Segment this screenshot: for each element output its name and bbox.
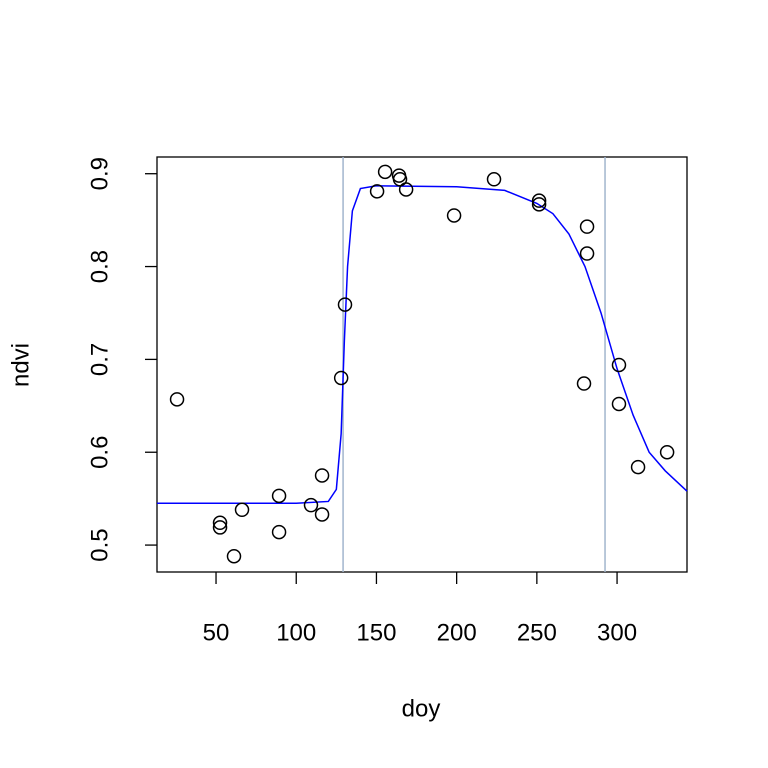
point (579, 246, 595, 261)
point (333, 370, 349, 386)
point (659, 444, 675, 460)
x-tick-label: 150 (356, 619, 396, 646)
y-tick-label: 0.9 (86, 157, 113, 190)
point (314, 468, 330, 483)
point (271, 524, 287, 540)
y-tick-label: 0.5 (86, 528, 113, 561)
point (369, 184, 385, 199)
x-tick-label: 200 (437, 619, 477, 646)
point (611, 357, 627, 373)
x-axis-label: doy (402, 695, 441, 722)
y-axis-label: ndvi (7, 343, 34, 387)
point (169, 392, 185, 407)
point (531, 197, 547, 212)
point (234, 502, 250, 518)
fit-line (157, 185, 688, 505)
y-tick-label: 0.8 (86, 250, 113, 283)
x-tick-label: 250 (517, 619, 557, 646)
point (611, 396, 627, 412)
point (377, 164, 393, 180)
point (303, 497, 319, 513)
point (576, 376, 592, 391)
point (226, 548, 242, 564)
x-tick-label: 100 (276, 619, 316, 646)
x-tick-label: 50 (203, 619, 230, 646)
point (212, 520, 228, 535)
point (486, 172, 502, 187)
point (398, 182, 414, 197)
point (212, 515, 228, 531)
point (446, 208, 462, 223)
x-tick-label: 300 (597, 619, 637, 646)
y-tick-label: 0.6 (86, 436, 113, 469)
point (579, 219, 595, 234)
point (337, 297, 353, 312)
point (314, 507, 330, 522)
point (531, 193, 547, 208)
y-tick-label: 0.7 (86, 343, 113, 376)
plot-box (156, 156, 688, 573)
point (271, 488, 287, 504)
point (630, 459, 646, 475)
